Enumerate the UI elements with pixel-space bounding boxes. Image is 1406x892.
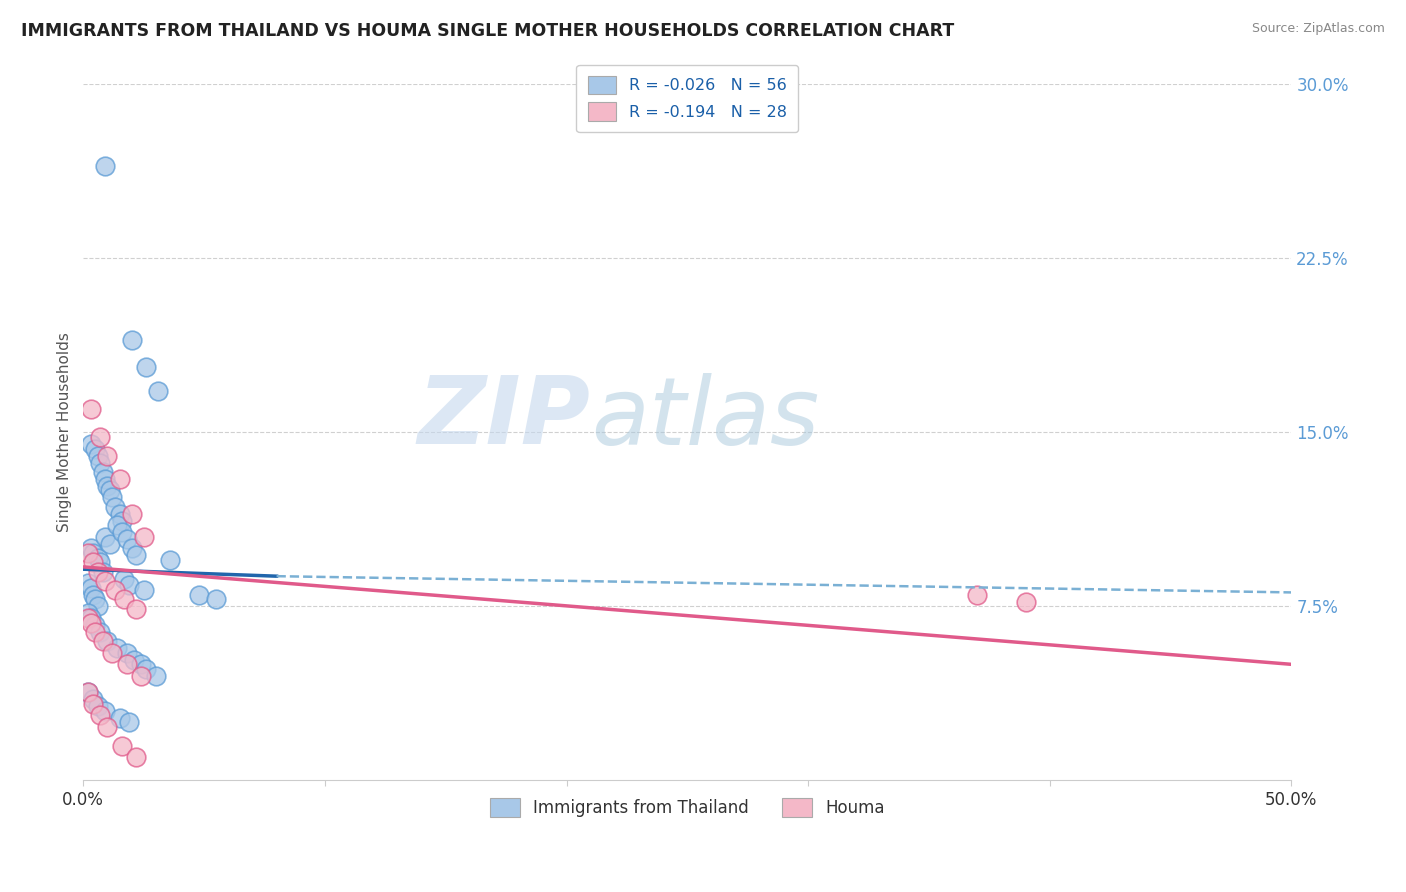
Point [77,607,100,621]
Point [84,442,107,456]
Point [135,662,157,676]
Point [125,601,148,615]
Point [79,581,101,595]
Point [77,611,100,625]
Point [96,634,118,648]
Point [77,685,100,699]
Point [96,720,118,734]
Point [82,588,104,602]
Point [118,715,141,730]
Point [159,553,181,567]
Point [104,500,127,514]
Point [82,555,104,569]
Point [111,525,134,540]
Point [121,333,143,347]
Point [132,530,155,544]
Point [98,537,121,551]
Point [87,599,110,614]
Point [145,669,167,683]
Point [125,549,148,563]
Point [94,530,117,544]
Point [91,634,114,648]
Point [111,514,134,528]
Point [108,472,131,486]
Point [118,578,141,592]
Point [87,699,110,714]
Point [84,592,107,607]
Point [82,546,104,560]
Point [96,479,118,493]
Point [87,550,110,565]
Point [105,518,128,533]
Point [129,657,152,672]
Point [112,572,135,586]
Text: IMMIGRANTS FROM THAILAND VS HOUMA SINGLE MOTHER HOUSEHOLDS CORRELATION CHART: IMMIGRANTS FROM THAILAND VS HOUMA SINGLE… [21,22,955,40]
Point [125,750,148,764]
Point [98,483,121,498]
Point [89,555,111,569]
Point [115,657,138,672]
Point [105,641,128,656]
Point [129,669,152,683]
Point [122,653,145,667]
Point [205,592,228,607]
Point [89,430,111,444]
Point [79,615,101,630]
Legend: Immigrants from Thailand, Houma: Immigrants from Thailand, Houma [484,791,891,824]
Point [87,449,110,463]
Text: atlas: atlas [591,373,818,464]
Point [135,360,157,375]
Point [77,685,100,699]
Point [87,565,110,579]
Point [79,437,101,451]
Point [82,692,104,706]
Point [121,507,143,521]
Point [89,624,111,639]
Point [115,646,138,660]
Point [91,465,114,479]
Point [148,384,170,398]
Point [101,646,124,660]
Point [77,576,100,591]
Point [111,739,134,753]
Point [94,159,117,173]
Point [108,507,131,521]
Point [108,711,131,725]
Point [1014,595,1036,609]
Point [112,592,135,607]
Point [94,472,117,486]
Point [79,611,101,625]
Point [79,402,101,417]
Point [188,588,211,602]
Point [94,574,117,588]
Point [84,624,107,639]
Point [132,583,155,598]
Point [966,588,988,602]
Point [115,532,138,546]
Point [79,541,101,556]
Y-axis label: Single Mother Households: Single Mother Households [58,333,72,533]
Text: Source: ZipAtlas.com: Source: ZipAtlas.com [1251,22,1385,36]
Point [77,546,100,560]
Point [84,618,107,632]
Point [89,708,111,723]
Point [91,565,114,579]
Point [89,456,111,470]
Point [121,541,143,556]
Point [82,697,104,711]
Point [101,491,124,505]
Text: ZIP: ZIP [418,373,591,465]
Point [104,583,127,598]
Point [94,704,117,718]
Point [96,449,118,463]
